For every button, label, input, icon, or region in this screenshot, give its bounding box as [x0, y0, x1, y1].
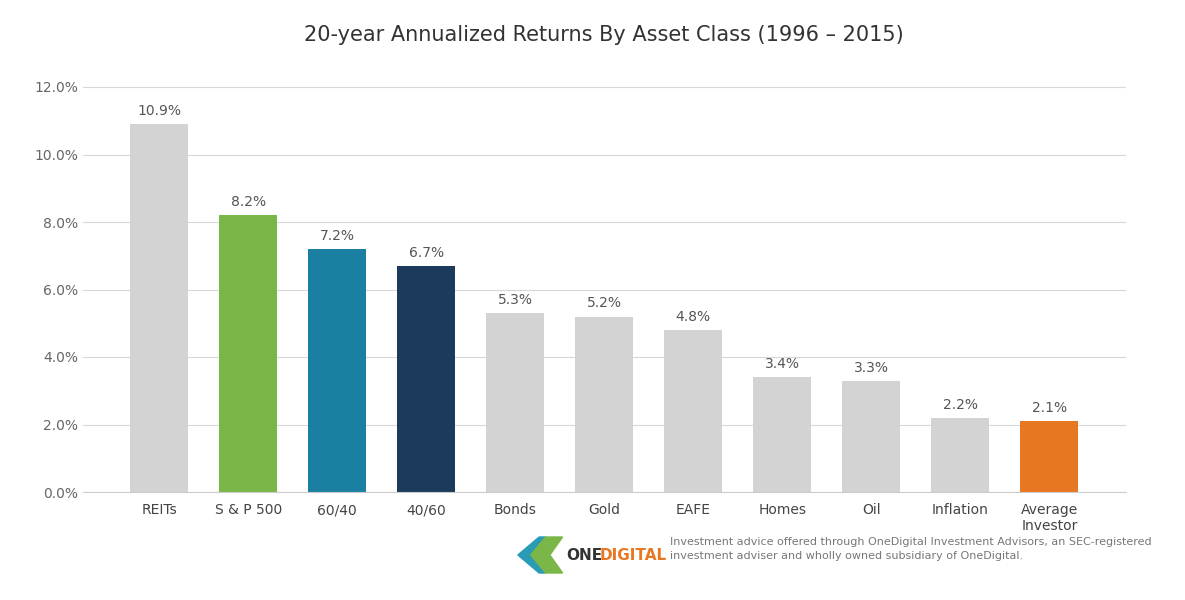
Text: 3.4%: 3.4% [764, 357, 800, 371]
Text: Investment advice offered through OneDigital Investment Advisors, an SEC-registe: Investment advice offered through OneDig… [670, 537, 1151, 561]
Bar [931, 418, 989, 492]
Text: 10.9%: 10.9% [137, 104, 181, 118]
Text: 2.1%: 2.1% [1032, 401, 1066, 415]
Text: 5.3%: 5.3% [498, 293, 533, 307]
Bar [219, 215, 277, 492]
Bar [843, 380, 901, 492]
Bar [486, 313, 544, 492]
Text: 8.2%: 8.2% [231, 195, 265, 209]
Text: 5.2%: 5.2% [587, 296, 622, 310]
Bar [308, 249, 366, 492]
Text: 2.2%: 2.2% [943, 398, 978, 412]
Bar [576, 317, 633, 492]
Bar [754, 377, 812, 492]
Text: ONE: ONE [566, 547, 602, 563]
Bar [130, 124, 188, 492]
Bar [397, 266, 455, 492]
Text: 4.8%: 4.8% [675, 310, 711, 324]
Bar [665, 330, 723, 492]
Bar [1020, 421, 1078, 492]
Text: 3.3%: 3.3% [854, 361, 889, 374]
Text: 7.2%: 7.2% [320, 229, 354, 243]
Text: DIGITAL: DIGITAL [600, 547, 667, 563]
Title: 20-year Annualized Returns By Asset Class (1996 – 2015): 20-year Annualized Returns By Asset Clas… [305, 25, 904, 44]
Text: 6.7%: 6.7% [409, 246, 444, 260]
